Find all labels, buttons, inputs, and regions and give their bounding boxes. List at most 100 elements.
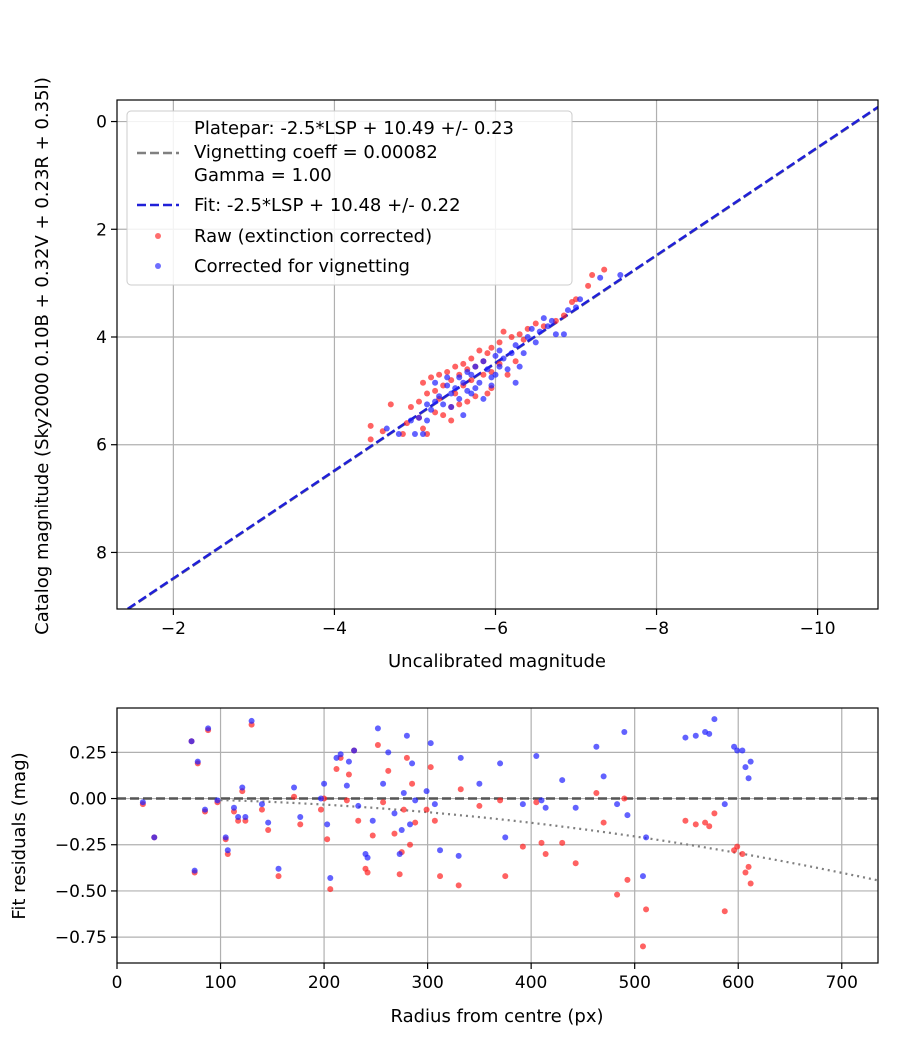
- top-corrected-point: [420, 430, 427, 437]
- bottom-corrected-point: [224, 847, 231, 854]
- top-plot-frame: [116, 99, 879, 610]
- bottom-raw-point: [437, 873, 444, 880]
- top-corrected-point: [504, 366, 511, 373]
- top-raw-point: [452, 363, 459, 370]
- bottom-corrected-point: [239, 784, 246, 791]
- bottom-corrected-point: [614, 801, 621, 808]
- bottom-corrected-point: [214, 797, 221, 804]
- top-corrected-point: [484, 366, 491, 373]
- bottom-corrected-point: [533, 753, 540, 760]
- bottom-x-tick-label: 200: [308, 973, 340, 993]
- top-raw-point: [436, 371, 443, 378]
- bottom-raw-point: [497, 797, 504, 804]
- top-corrected-point: [544, 323, 551, 330]
- top-y-tick-label: 2: [96, 220, 107, 240]
- top-corrected-point: [476, 379, 483, 386]
- bottom-raw-point: [369, 832, 376, 839]
- bottom-raw-point: [403, 754, 410, 761]
- bottom-raw-point: [423, 806, 430, 813]
- bottom-raw-point: [317, 806, 324, 813]
- bottom-corrected-point: [476, 780, 483, 787]
- top-x-tick-label: −6: [483, 619, 508, 639]
- top-corrected-point: [424, 417, 431, 424]
- top-raw-point: [560, 312, 567, 319]
- top-corrected-point: [407, 417, 414, 424]
- bottom-corrected-point: [345, 758, 352, 765]
- top-corrected-point: [548, 317, 555, 324]
- bottom-raw-point: [407, 841, 414, 848]
- top-corrected-point: [395, 430, 402, 437]
- top-raw-point: [420, 379, 427, 386]
- bottom-raw-point: [702, 819, 709, 826]
- bottom-raw-point: [431, 817, 438, 824]
- top-corrected-point: [552, 331, 559, 338]
- bottom-corrected-point: [291, 784, 298, 791]
- top-corrected-point: [480, 358, 487, 365]
- bottom-corrected-point: [380, 780, 387, 787]
- bottom-raw-point: [396, 871, 403, 878]
- top-raw-point: [500, 328, 507, 335]
- top-corrected-point: [540, 315, 547, 322]
- bottom-corrected-point: [407, 821, 414, 828]
- top-corrected-point: [444, 374, 451, 381]
- bottom-y-tick-label: −0.50: [55, 882, 107, 902]
- legend-fit-label: Fit: -2.5*LSP + 10.48 +/- 0.22: [194, 195, 461, 216]
- bottom-raw-point: [412, 819, 419, 826]
- top-corrected-point: [536, 328, 543, 335]
- bottom-raw-point: [692, 821, 699, 828]
- top-corrected-point: [383, 425, 390, 432]
- top-raw-point: [512, 358, 519, 365]
- bottom-x-tick-label: 500: [618, 973, 650, 993]
- top-corrected-point: [432, 398, 439, 405]
- top-raw-point: [601, 266, 608, 273]
- bottom-corrected-point: [324, 821, 331, 828]
- top-corrected-point: [460, 379, 467, 386]
- bottom-raw-point: [333, 765, 340, 772]
- bottom-x-tick-label: 700: [826, 973, 858, 993]
- top-raw-point: [496, 339, 503, 346]
- bottom-corrected-point: [317, 795, 324, 802]
- top-corrected-point: [496, 347, 503, 354]
- bottom-corrected-point: [497, 760, 504, 767]
- bottom-corrected-point: [351, 747, 358, 754]
- bottom-corrected-point: [327, 875, 334, 881]
- legend-platepar-label-line1: Platepar: -2.5*LSP + 10.49 +/- 0.23: [194, 118, 514, 139]
- bottom-raw-point: [355, 817, 362, 824]
- top-x-tick-label: −2: [161, 619, 186, 639]
- top-corrected-point: [436, 393, 443, 400]
- bottom-corrected-point: [230, 804, 237, 811]
- top-raw-point: [367, 422, 374, 429]
- bottom-y-tick-label: 0.00: [69, 790, 107, 810]
- bottom-raw-point: [258, 806, 265, 813]
- bottom-y-tick-label: −0.25: [55, 836, 107, 856]
- bottom-raw-point: [572, 860, 579, 867]
- bottom-corrected-point: [639, 873, 646, 880]
- bottom-raw-point: [706, 823, 713, 830]
- top-axis-ticks: −2 −4 −6 −8 −10 0 2 4 6 8: [96, 113, 835, 639]
- bottom-corrected-point: [682, 734, 689, 741]
- top-fit-line: [125, 105, 878, 609]
- bottom-raw-point: [343, 797, 350, 804]
- top-corrected-point: [440, 401, 447, 408]
- top-corrected-point: [480, 395, 487, 402]
- top-y-axis-label: Catalog magnitude (Sky2000 0.10B + 0.32V…: [32, 77, 53, 635]
- bottom-corrected-point: [409, 760, 416, 767]
- bottom-x-axis-label: Radius from centre (px): [390, 1006, 603, 1027]
- top-raw-point: [440, 412, 447, 419]
- legend-platepar-label-line2: Vignetting coeff = 0.00082: [194, 142, 438, 163]
- bottom-corrected-point: [542, 804, 549, 811]
- bottom-raw-point: [455, 882, 462, 889]
- bottom-raw-point: [745, 863, 752, 870]
- bottom-raw-point: [559, 839, 566, 846]
- bottom-corrected-point: [624, 812, 631, 819]
- bottom-raw-point: [593, 790, 600, 796]
- bottom-corrected-point: [355, 802, 362, 809]
- top-corrected-point: [564, 307, 571, 314]
- bottom-corrected-point: [400, 790, 407, 796]
- bottom-raw-point: [427, 764, 434, 771]
- bottom-corrected-point: [437, 847, 444, 854]
- legend-box: [126, 110, 573, 286]
- bottom-raw-point: [327, 886, 334, 893]
